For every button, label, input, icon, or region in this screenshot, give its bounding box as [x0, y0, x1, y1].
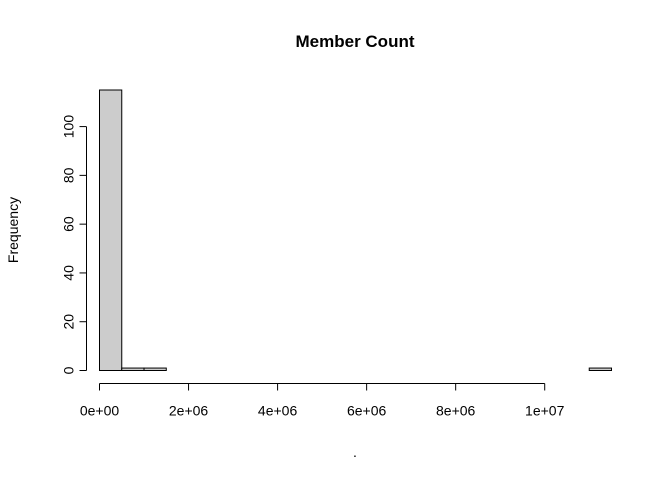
- x-tick-label: 1e+07: [525, 403, 565, 419]
- y-tick-label: 60: [61, 216, 77, 232]
- y-tick-label: 40: [61, 265, 77, 281]
- y-tick-label: 20: [61, 314, 77, 330]
- y-tick-label: 0: [61, 366, 77, 374]
- histogram-bars: [99, 89, 613, 372]
- chart-title: Member Count: [296, 32, 415, 51]
- x-axis: 0e+00 2e+06 4e+06 6e+06 8e+06 1e+07: [80, 383, 565, 419]
- x-axis-label: .: [353, 444, 357, 460]
- x-tick-label: 6e+06: [347, 403, 387, 419]
- x-tick-label: 0e+00: [80, 403, 120, 419]
- histogram-bar: [99, 89, 123, 371]
- x-tick-label: 4e+06: [258, 403, 298, 419]
- x-tick-label: 8e+06: [436, 403, 476, 419]
- y-tick-label: 80: [61, 167, 77, 183]
- histogram-bar: [121, 367, 145, 372]
- y-tick-label: 100: [61, 115, 77, 139]
- histogram-bar: [143, 367, 167, 372]
- y-axis: 0 20 40 60 80 100: [61, 115, 87, 374]
- x-tick-label: 2e+06: [169, 403, 209, 419]
- y-axis-label: Frequency: [5, 197, 21, 263]
- histogram-bar: [588, 367, 613, 372]
